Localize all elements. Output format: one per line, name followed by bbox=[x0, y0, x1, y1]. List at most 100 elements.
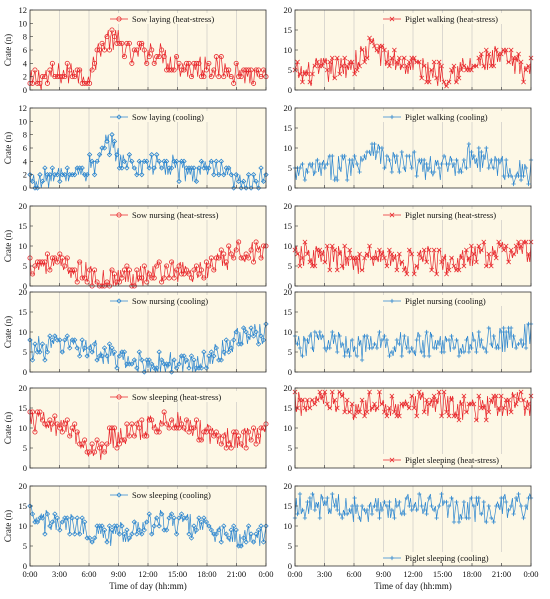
data-point bbox=[476, 55, 482, 61]
x-tick-label: 18:00 bbox=[197, 569, 216, 579]
data-point bbox=[412, 349, 417, 355]
chart-panel-6: 0 5 10 15 20 Piglet nursing (heat-stress) bbox=[284, 201, 534, 291]
data-point bbox=[451, 161, 457, 167]
data-point bbox=[345, 349, 350, 355]
data-point bbox=[369, 345, 375, 351]
data-point bbox=[59, 255, 65, 261]
data-point bbox=[471, 503, 476, 509]
data-point bbox=[44, 421, 50, 427]
data-point bbox=[474, 157, 479, 163]
data-point bbox=[498, 393, 504, 399]
data-point bbox=[87, 80, 93, 86]
data-point bbox=[106, 341, 113, 347]
data-point bbox=[246, 255, 252, 261]
data-point bbox=[134, 47, 140, 53]
data-point bbox=[213, 158, 219, 164]
data-point bbox=[499, 329, 504, 335]
data-point bbox=[436, 59, 442, 65]
data-point bbox=[121, 54, 127, 60]
data-point bbox=[379, 401, 385, 407]
data-point bbox=[84, 80, 90, 86]
data-point bbox=[446, 79, 452, 85]
data-point bbox=[332, 397, 338, 403]
data-point bbox=[243, 251, 249, 257]
data-point bbox=[295, 251, 300, 257]
data-point bbox=[156, 259, 162, 265]
data-point bbox=[99, 40, 105, 46]
data-point bbox=[119, 40, 125, 46]
data-point bbox=[84, 172, 90, 178]
data-point bbox=[359, 47, 365, 53]
y-tick-label: 10 bbox=[19, 116, 28, 126]
data-point bbox=[461, 263, 467, 269]
data-point bbox=[349, 59, 355, 65]
data-point bbox=[126, 152, 133, 158]
x-axis-title: Time of day (hh:mm) bbox=[109, 581, 186, 591]
data-point bbox=[77, 67, 83, 73]
data-point bbox=[163, 527, 170, 533]
data-point bbox=[54, 172, 60, 178]
data-point bbox=[201, 74, 207, 80]
data-point bbox=[434, 75, 439, 81]
data-point bbox=[168, 369, 175, 375]
data-point bbox=[429, 67, 435, 73]
data-point bbox=[186, 531, 192, 537]
data-point bbox=[329, 55, 335, 61]
data-point bbox=[89, 158, 95, 164]
data-point bbox=[357, 341, 362, 347]
data-point bbox=[97, 47, 103, 53]
data-point bbox=[409, 251, 415, 257]
data-point bbox=[52, 413, 58, 419]
data-point bbox=[412, 149, 417, 155]
y-tick-label: 5 bbox=[23, 347, 27, 357]
data-point bbox=[491, 519, 496, 525]
data-point bbox=[119, 275, 125, 281]
data-point bbox=[64, 255, 70, 261]
data-point bbox=[109, 527, 115, 533]
data-point bbox=[34, 185, 41, 191]
data-point bbox=[91, 172, 98, 178]
data-point bbox=[312, 401, 318, 407]
data-point bbox=[345, 511, 350, 517]
data-point bbox=[362, 59, 367, 65]
data-point bbox=[42, 531, 48, 537]
data-point bbox=[486, 503, 491, 509]
data-point bbox=[91, 535, 98, 541]
data-point bbox=[146, 271, 152, 277]
data-point bbox=[436, 247, 442, 253]
data-point bbox=[312, 263, 318, 269]
data-point bbox=[196, 437, 202, 443]
y-tick-label: 15 bbox=[284, 403, 293, 413]
data-point bbox=[387, 247, 392, 253]
data-point bbox=[116, 394, 122, 400]
data-point bbox=[344, 63, 350, 69]
data-point bbox=[504, 329, 509, 335]
data-point bbox=[198, 519, 205, 525]
data-point bbox=[382, 47, 387, 53]
data-point bbox=[431, 393, 437, 399]
data-point bbox=[322, 259, 328, 265]
data-point bbox=[461, 349, 467, 355]
data-point bbox=[349, 401, 355, 407]
data-point bbox=[369, 39, 375, 45]
data-point bbox=[305, 337, 310, 343]
x-tick-label: 6:00 bbox=[81, 569, 96, 579]
data-point bbox=[173, 531, 180, 537]
data-point bbox=[444, 271, 449, 277]
legend-label: Sow sleeping (cooling) bbox=[132, 490, 211, 500]
data-point bbox=[416, 251, 422, 257]
data-point bbox=[151, 275, 157, 281]
data-point bbox=[513, 495, 519, 501]
data-point bbox=[499, 157, 504, 163]
data-point bbox=[503, 243, 509, 249]
data-point bbox=[104, 138, 110, 144]
data-point bbox=[521, 79, 526, 85]
data-point bbox=[461, 499, 467, 505]
data-point bbox=[327, 267, 333, 273]
legend: Sow laying (heat-stress) bbox=[106, 13, 231, 24]
data-point bbox=[357, 169, 362, 175]
data-point bbox=[355, 503, 360, 509]
data-point bbox=[218, 158, 224, 164]
data-point bbox=[473, 63, 479, 69]
data-point bbox=[489, 515, 494, 521]
